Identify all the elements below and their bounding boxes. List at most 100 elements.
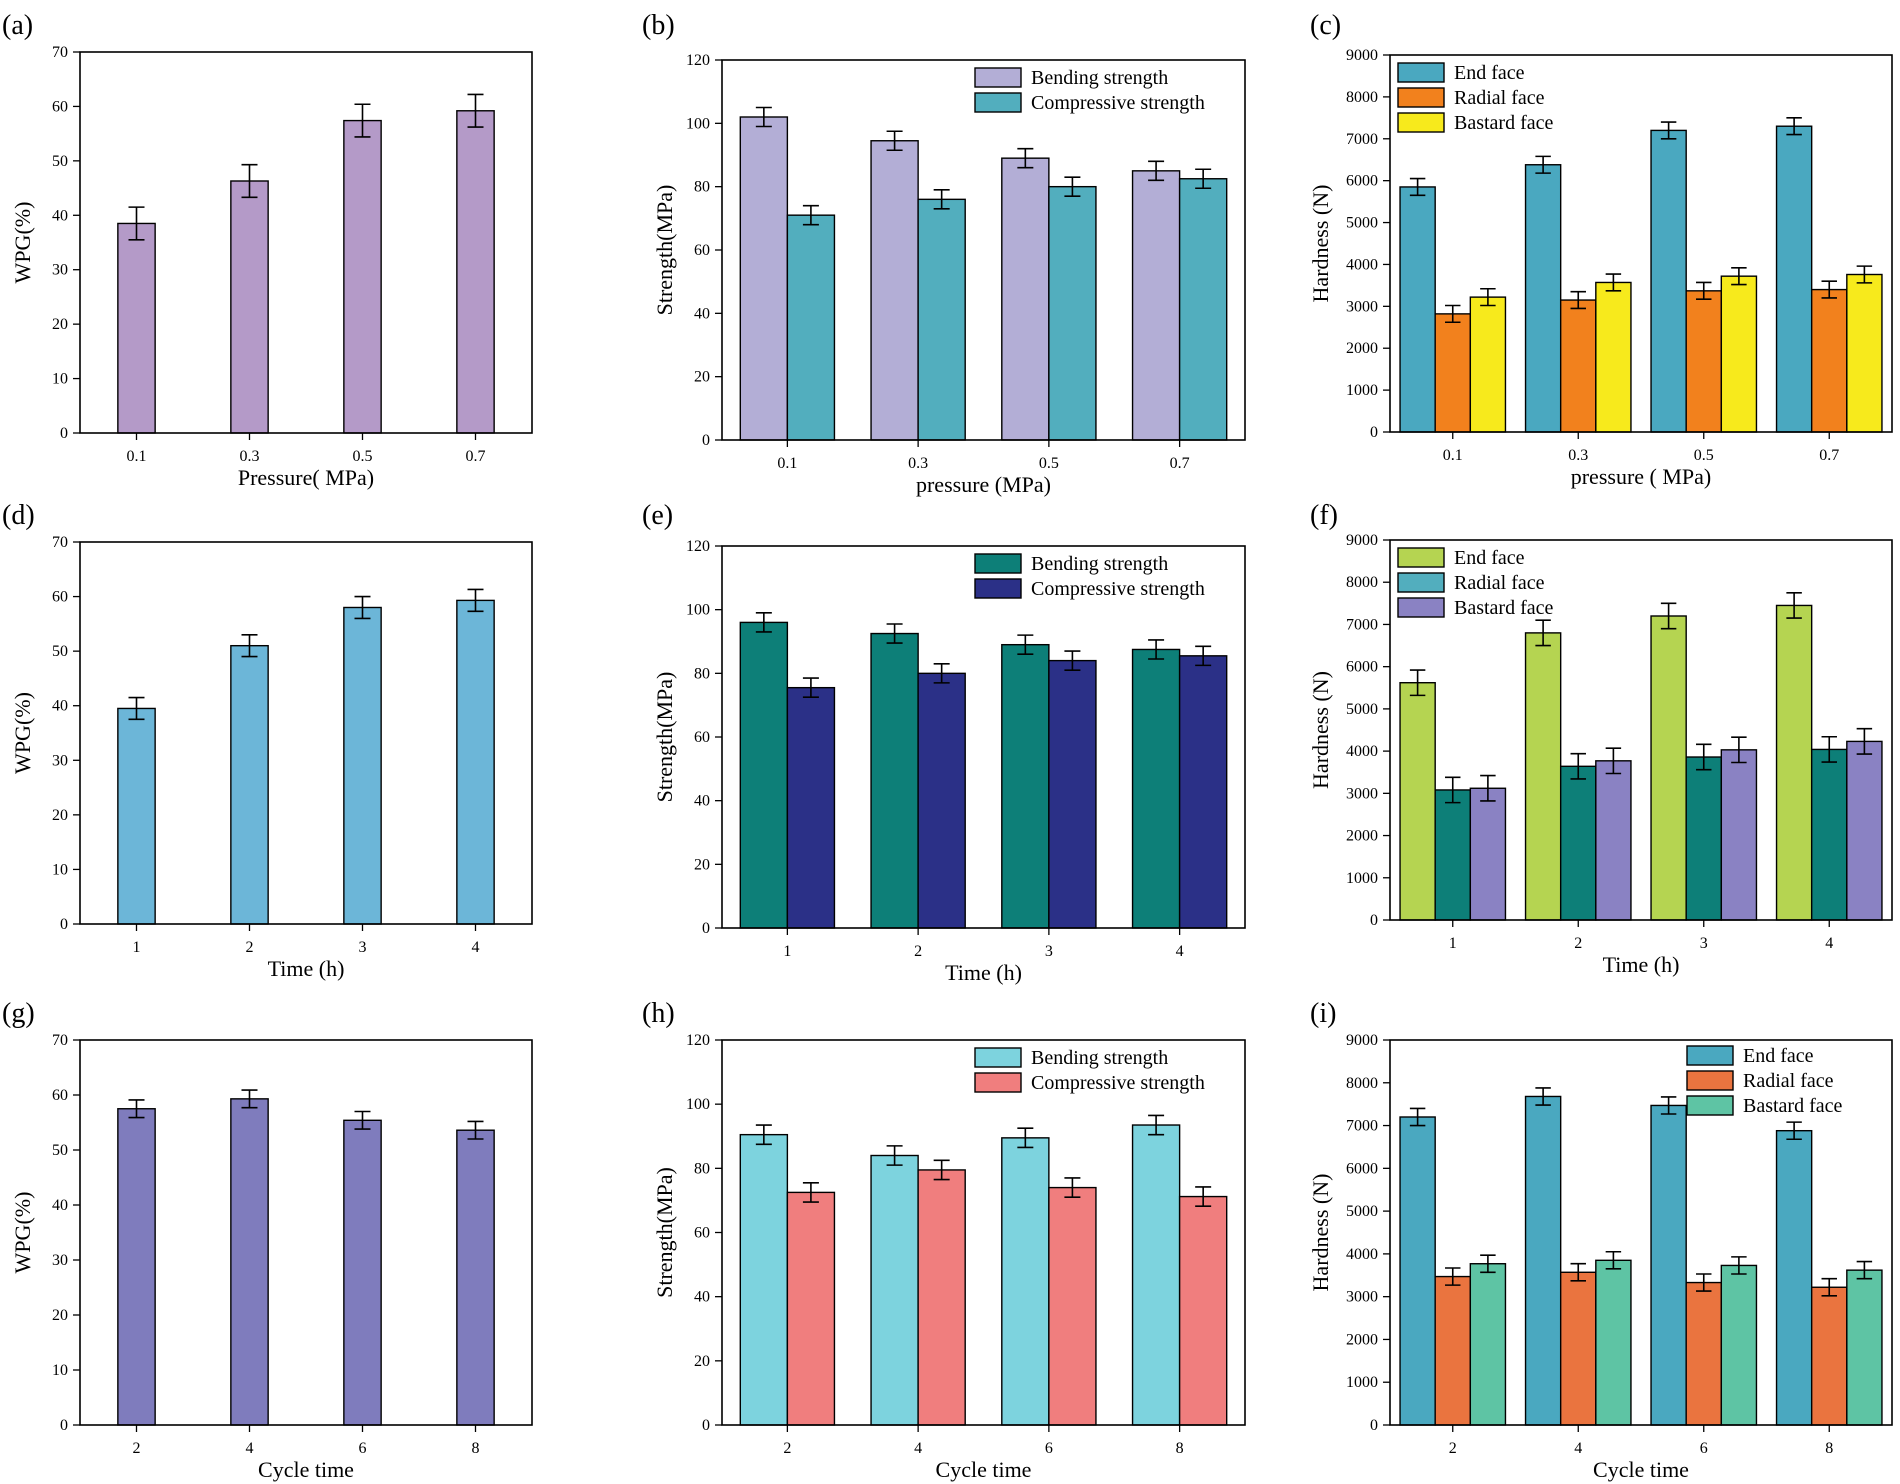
y-tick-label-g-1: 10 (52, 1362, 68, 1379)
x-axis-title-d: Time (h) (268, 956, 345, 981)
bar-f-s0-c3 (1775, 604, 1813, 921)
y-tick-label-e-1: 20 (694, 856, 710, 873)
panel-label-c: (c) (1310, 10, 1341, 41)
y-tick-label-f-8: 8000 (1346, 574, 1378, 591)
bar-c-s0-c3 (1775, 125, 1813, 433)
bar-b-s0-c1 (870, 140, 919, 441)
legend-label-b-1: Compressive strength (1031, 92, 1205, 114)
legend-label-e-1: Compressive strength (1031, 578, 1205, 600)
error-bar-h-s0-c3 (1148, 1114, 1165, 1136)
error-bar-i-s0-c2 (1660, 1096, 1677, 1115)
bar-e-s1-c0 (786, 686, 836, 929)
y-tick-label-f-9: 9000 (1346, 532, 1378, 549)
legend-swatch-f-1 (1397, 572, 1445, 593)
y-tick-label-e-5: 100 (686, 602, 710, 619)
y-axis-title-e: Strength(MPa) (652, 672, 677, 803)
bar-e-s0-c1 (870, 632, 919, 929)
bar-b-s1-c1 (917, 198, 966, 441)
error-bar-c-s2-c0 (1480, 287, 1496, 307)
y-tick-label-d-7: 70 (52, 534, 68, 551)
x-tick-label-a-3: 0.7 (466, 448, 486, 465)
x-tick-label-b-1: 0.3 (908, 455, 928, 472)
legend-swatch-e-0 (974, 553, 1022, 574)
error-bar-f-s0-c2 (1660, 602, 1677, 630)
bar-h-s1-c1 (917, 1169, 966, 1426)
legend-label-h-1: Compressive strength (1031, 1072, 1205, 1094)
bar-c-s2-c3 (1846, 273, 1883, 433)
y-tick-label-c-6: 6000 (1346, 173, 1378, 190)
error-bar-b-s1-c1 (933, 189, 950, 210)
error-bar-a-s0-c1 (241, 163, 258, 199)
bar-c-s2-c0 (1469, 296, 1507, 433)
y-tick-label-b-6: 120 (686, 52, 710, 69)
x-tick-label-f-0: 1 (1449, 935, 1457, 952)
bar-a-s0-c1 (230, 180, 269, 434)
bar-f-s2-c3 (1846, 740, 1883, 921)
y-tick-label-i-3: 3000 (1346, 1289, 1378, 1306)
bar-h-s1-c0 (786, 1191, 836, 1426)
error-bar-a-s0-c3 (467, 93, 484, 128)
bar-b-s0-c0 (739, 116, 789, 441)
error-bar-b-s0-c0 (755, 106, 772, 128)
x-tick-label-b-2: 0.5 (1039, 455, 1059, 472)
x-axis-title-h: Cycle time (936, 1457, 1032, 1482)
y-tick-label-f-7: 7000 (1346, 616, 1378, 633)
y-tick-label-b-3: 60 (694, 242, 710, 259)
error-bar-c-s0-c3 (1786, 117, 1802, 136)
error-bar-f-s1-c1 (1570, 752, 1586, 780)
bar-f-s2-c1 (1595, 760, 1632, 921)
legend-swatch-i-1 (1686, 1070, 1734, 1091)
y-tick-label-h-1: 20 (694, 1353, 710, 1370)
error-bar-i-s1-c2 (1696, 1273, 1712, 1292)
plot-frame-c (1389, 54, 1893, 433)
x-tick-label-g-0: 2 (133, 1440, 141, 1457)
error-bar-f-s0-c0 (1409, 669, 1426, 697)
y-tick-label-f-1: 1000 (1346, 870, 1378, 887)
legend-label-f-1: Radial face (1454, 572, 1545, 594)
x-axis-title-g: Cycle time (258, 1457, 354, 1482)
bar-i-s1-c0 (1434, 1275, 1472, 1426)
legend-label-c-1: Radial face (1454, 87, 1545, 109)
y-tick-label-f-6: 6000 (1346, 659, 1378, 676)
error-bar-h-s1-c0 (802, 1181, 819, 1203)
bar-e-s0-c0 (739, 621, 789, 929)
bar-a-s0-c2 (343, 119, 382, 434)
legend-label-c-0: End face (1454, 62, 1525, 84)
error-bar-f-s1-c2 (1696, 743, 1712, 771)
bar-c-s1-c3 (1810, 288, 1848, 433)
error-bar-f-s2-c1 (1605, 747, 1622, 775)
bar-i-s2-c1 (1595, 1259, 1632, 1426)
x-tick-label-b-0: 0.1 (777, 455, 797, 472)
y-tick-label-d-5: 50 (52, 643, 68, 660)
y-tick-label-i-5: 5000 (1346, 1203, 1378, 1220)
legend-label-c-2: Bastard face (1454, 112, 1554, 134)
panel-g: (g) 2 4 6 8 0 10 20 30 40 50 60 70 Cycle time WPG(%) (2, 998, 533, 1482)
bar-e-s0-c3 (1131, 648, 1181, 929)
legend-swatch-h-1 (974, 1072, 1022, 1093)
panel-label-d: (d) (2, 500, 35, 531)
x-tick-label-d-3: 4 (472, 939, 480, 956)
y-tick-label-c-3: 3000 (1346, 298, 1378, 315)
y-tick-label-c-2: 2000 (1346, 340, 1378, 357)
panel-label-f: (f) (1310, 500, 1338, 531)
legend-swatch-f-0 (1397, 547, 1445, 568)
error-bar-a-s0-c0 (128, 206, 145, 241)
x-tick-label-i-2: 6 (1700, 1440, 1708, 1457)
error-bar-f-s1-c3 (1821, 735, 1837, 763)
bar-e-s0-c2 (1001, 643, 1050, 929)
y-tick-label-a-4: 40 (52, 207, 68, 224)
plot-frame-d (79, 541, 533, 925)
x-axis-title-a: Pressure( MPa) (238, 465, 374, 490)
error-bar-d-s0-c3 (467, 588, 484, 613)
bar-g-s0-c2 (343, 1119, 382, 1426)
y-tick-label-c-8: 8000 (1346, 89, 1378, 106)
x-axis-title-f: Time (h) (1603, 952, 1680, 977)
legend-e: Bending strength Compressive strength (974, 553, 1205, 600)
error-bar-e-s0-c2 (1017, 634, 1034, 656)
bar-g-s0-c1 (230, 1098, 269, 1426)
bar-i-s1-c3 (1810, 1286, 1848, 1426)
bar-i-s2-c2 (1720, 1264, 1758, 1426)
error-bar-i-s2-c1 (1605, 1250, 1622, 1270)
legend-swatch-c-0 (1397, 62, 1445, 83)
